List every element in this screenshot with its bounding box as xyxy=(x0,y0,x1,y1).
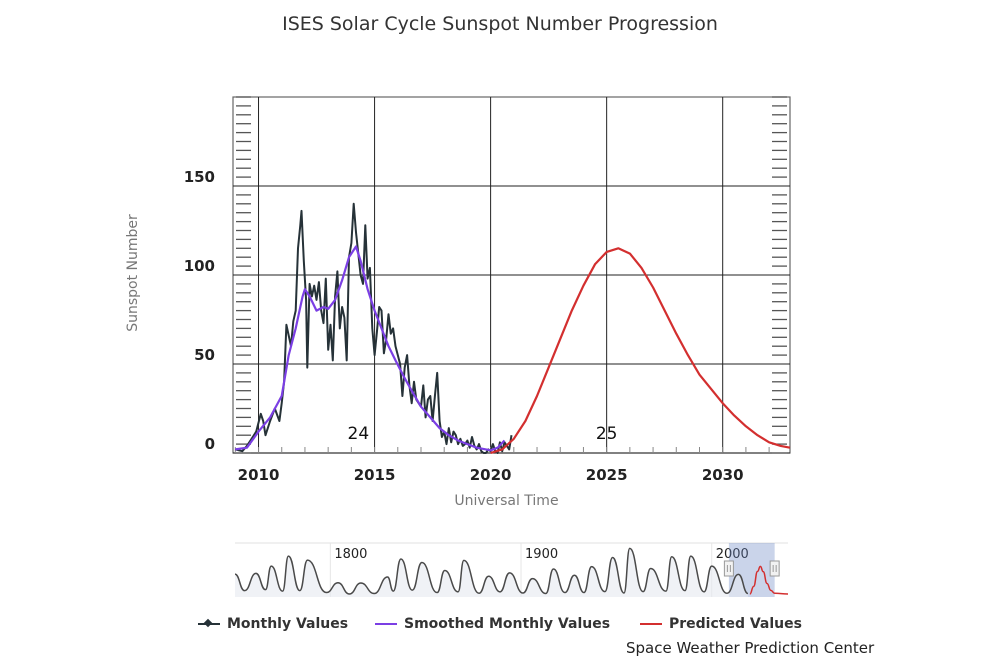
legend-item-predicted[interactable]: Predicted Values xyxy=(640,616,802,632)
handle-body[interactable] xyxy=(769,560,780,577)
navigator-handle-left[interactable] xyxy=(723,560,734,577)
legend-label: Smoothed Monthly Values xyxy=(404,616,611,632)
series-layer xyxy=(235,202,791,455)
navigator-label: 1800 xyxy=(334,547,367,562)
navigator-label: 2000 xyxy=(716,547,749,562)
legend: Monthly Values Smoothed Monthly Values P… xyxy=(0,616,1000,640)
navigator[interactable]: 1800 1900 2000 xyxy=(234,542,789,597)
cycle-label: 25 xyxy=(596,424,618,444)
chart-title: ISES Solar Cycle Sunspot Number Progress… xyxy=(282,13,718,35)
y-axis-title: Sunspot Number xyxy=(125,214,141,332)
legend-label: Monthly Values xyxy=(227,616,349,632)
navigator-label: 1900 xyxy=(525,547,558,562)
y-tick-label: 100 xyxy=(184,257,215,275)
x-tick-label: 2020 xyxy=(470,466,512,484)
x-axis-title: Universal Time xyxy=(454,493,558,509)
legend-item-monthly[interactable]: Monthly Values xyxy=(198,616,348,632)
handle-body[interactable] xyxy=(723,560,734,577)
smoothed-line-icon xyxy=(375,617,397,631)
predicted-values-line[interactable] xyxy=(490,247,791,455)
minor-ticks xyxy=(234,96,787,454)
y-tick-label: 150 xyxy=(184,168,215,186)
cycle-label: 24 xyxy=(348,424,370,444)
monthly-line-icon xyxy=(198,617,220,631)
x-tick-label: 2025 xyxy=(586,466,628,484)
legend-item-smoothed[interactable]: Smoothed Monthly Values xyxy=(375,616,610,632)
navigator-predicted-line xyxy=(749,565,789,595)
x-tick-label: 2010 xyxy=(238,466,280,484)
credit-text: Space Weather Prediction Center xyxy=(626,639,875,657)
y-tick-label: 50 xyxy=(194,346,215,364)
x-tick-label: 2030 xyxy=(702,466,744,484)
axis-labels: 0 50 100 150 2010 2015 2020 2025 2030 24 25 Univers… xyxy=(125,168,744,509)
y-tick-label: 0 xyxy=(205,435,215,453)
x-tick-label: 2015 xyxy=(354,466,396,484)
predicted-line-icon xyxy=(640,617,662,631)
legend-label: Predicted Values xyxy=(669,616,802,632)
grid-lines xyxy=(233,97,790,454)
navigator-handle-right[interactable] xyxy=(769,560,780,577)
navigator-history-line xyxy=(234,547,749,595)
smoothed-values-line[interactable] xyxy=(235,245,506,452)
